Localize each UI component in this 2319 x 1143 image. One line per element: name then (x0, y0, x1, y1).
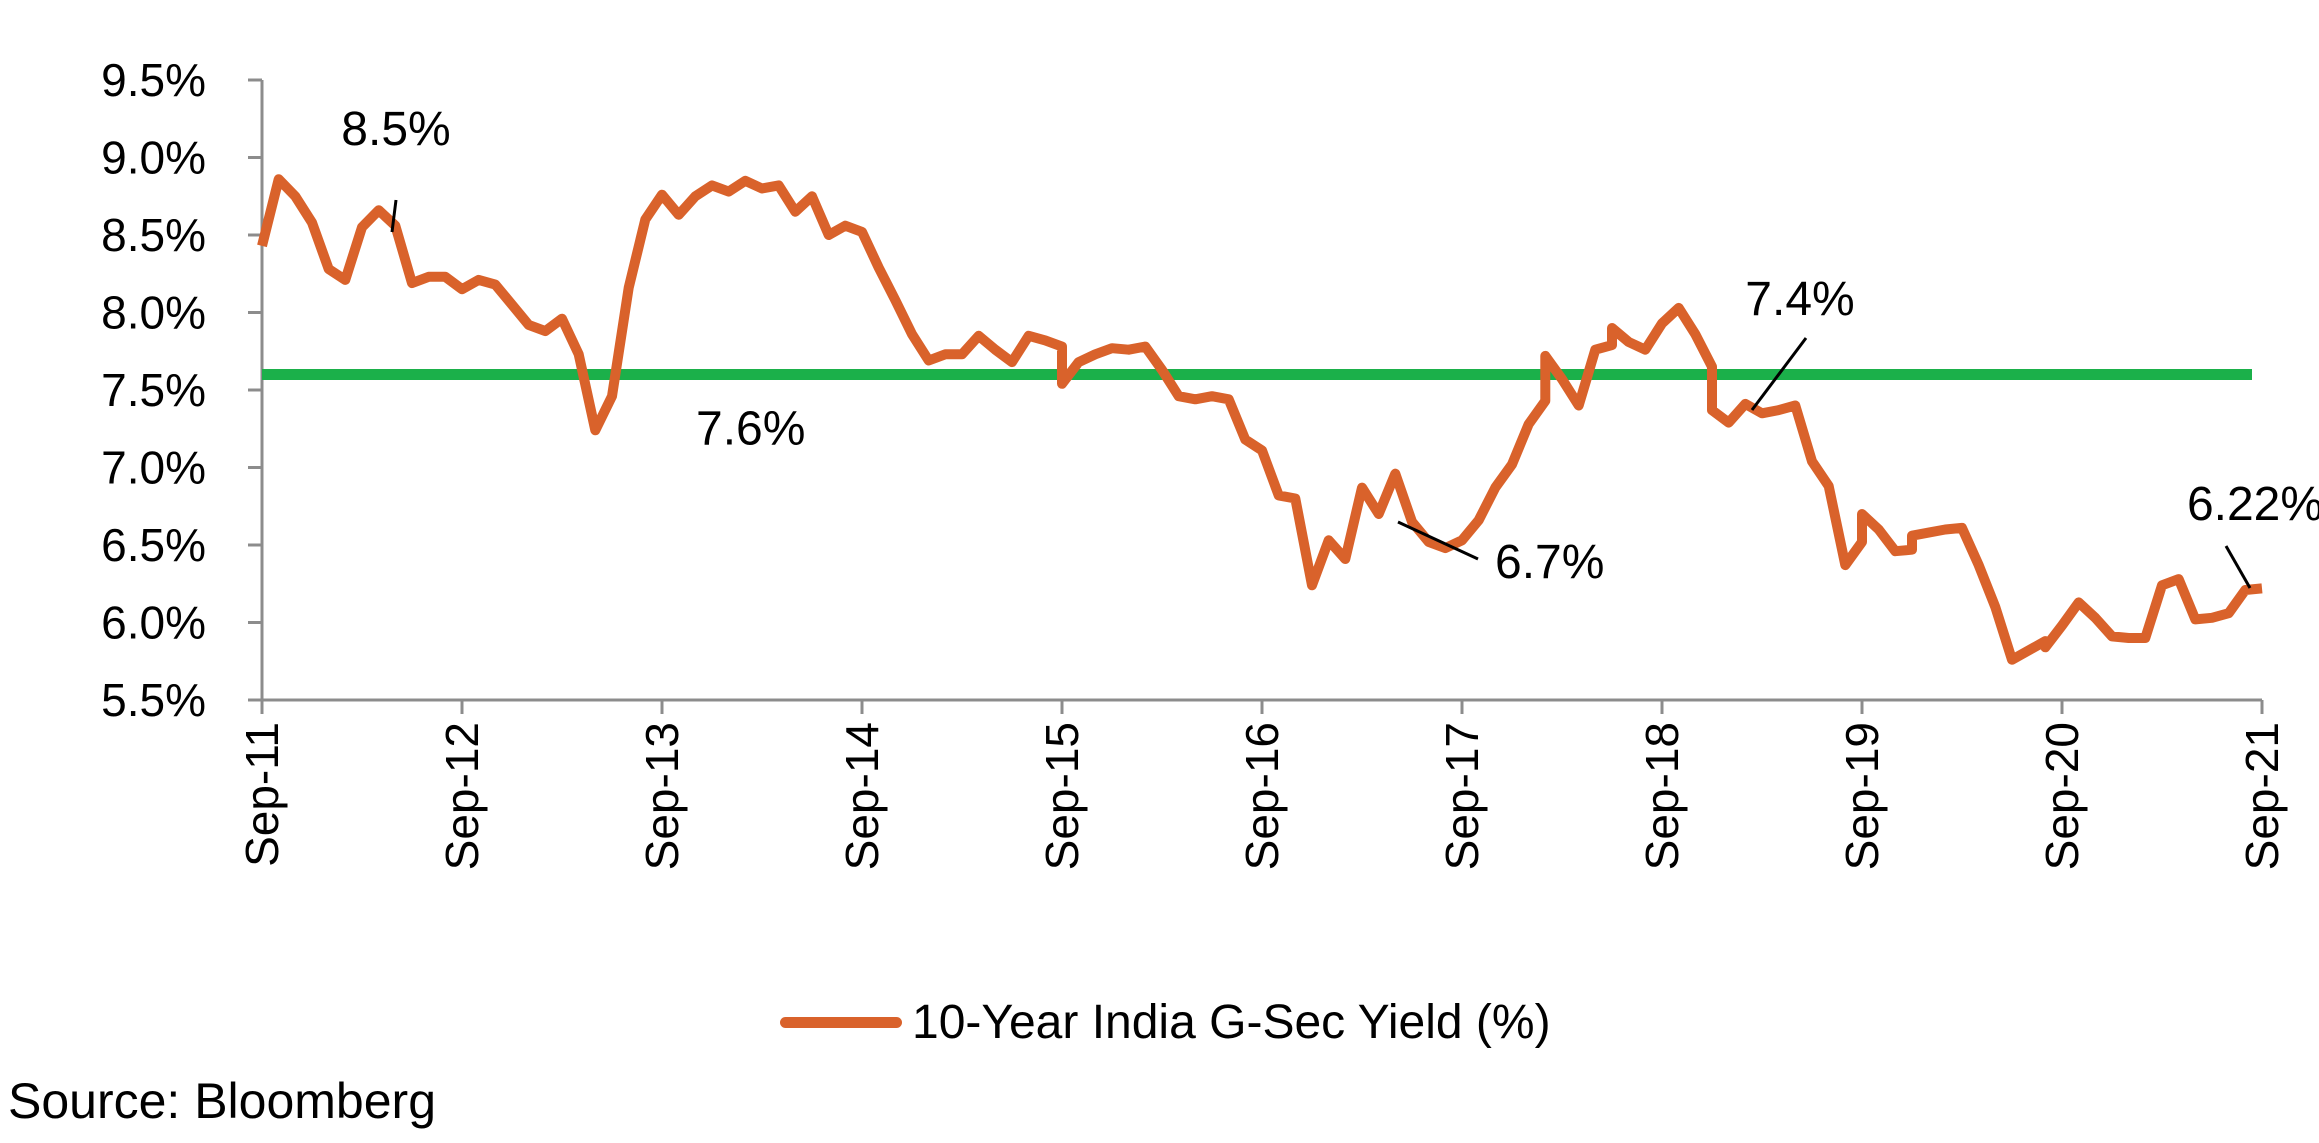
x-tick-label: Sep-18 (1636, 722, 1688, 870)
y-tick-label: 9.0% (101, 132, 206, 184)
series-line-gsec-yield (257, 174, 2263, 665)
legend-swatch (780, 1016, 902, 1028)
y-tick-label: 5.5% (101, 674, 206, 726)
x-tick-label: Sep-12 (436, 722, 488, 870)
x-tick-label: Sep-15 (1036, 722, 1088, 870)
axes (248, 78, 2264, 714)
x-tick-label: Sep-13 (636, 722, 688, 870)
legend-label: 10-Year India G-Sec Yield (%) (912, 995, 1551, 1049)
y-tick-label: 8.0% (101, 287, 206, 339)
x-tick-label: Sep-11 (236, 722, 288, 867)
annotation-leader (1397, 520, 1479, 561)
y-tick-label: 6.0% (101, 597, 206, 649)
y-tick-label: 7.0% (101, 442, 206, 494)
reference-line-label: 7.6% (696, 403, 805, 456)
x-tick-label: Sep-14 (836, 722, 888, 870)
y-tick-label: 8.5% (101, 209, 206, 261)
source-note: Source: Bloomberg (8, 1073, 437, 1129)
x-axis-tick-labels: Sep-11 Sep-12 Sep-13 Sep-14 Sep-15 Sep-16 Sep-… (236, 722, 2288, 870)
annotation-label: 7.4% (1745, 273, 1854, 326)
x-tick-label: Sep-21 (2236, 722, 2288, 870)
legend: 10-Year India G-Sec Yield (%) (780, 990, 1551, 1054)
y-tick-label: 6.5% (101, 519, 206, 571)
annotation-leader (2224, 545, 2252, 589)
x-tick-label: Sep-20 (2036, 722, 2088, 870)
y-tick-label: 9.5% (101, 54, 206, 106)
annotation-label: 6.7% (1495, 536, 1604, 589)
annotation-leader (390, 199, 398, 233)
x-tick-label: Sep-17 (1436, 722, 1488, 870)
y-axis-tick-labels: 5.5% 6.0% 6.5% 7.0% 7.5% 8.0% 8.5% 9.0% 9.5% (101, 54, 206, 726)
annotation-label: 8.5% (341, 103, 450, 156)
annotation-label: 6.22% (2187, 478, 2319, 531)
x-tick-label: Sep-19 (1836, 722, 1888, 870)
annotations: 8.5% 6.7% 7.4% 6.22% (341, 103, 2319, 589)
y-tick-label: 7.5% (101, 364, 206, 416)
x-tick-label: Sep-16 (1236, 722, 1288, 870)
annotation-leader (1750, 337, 1808, 411)
